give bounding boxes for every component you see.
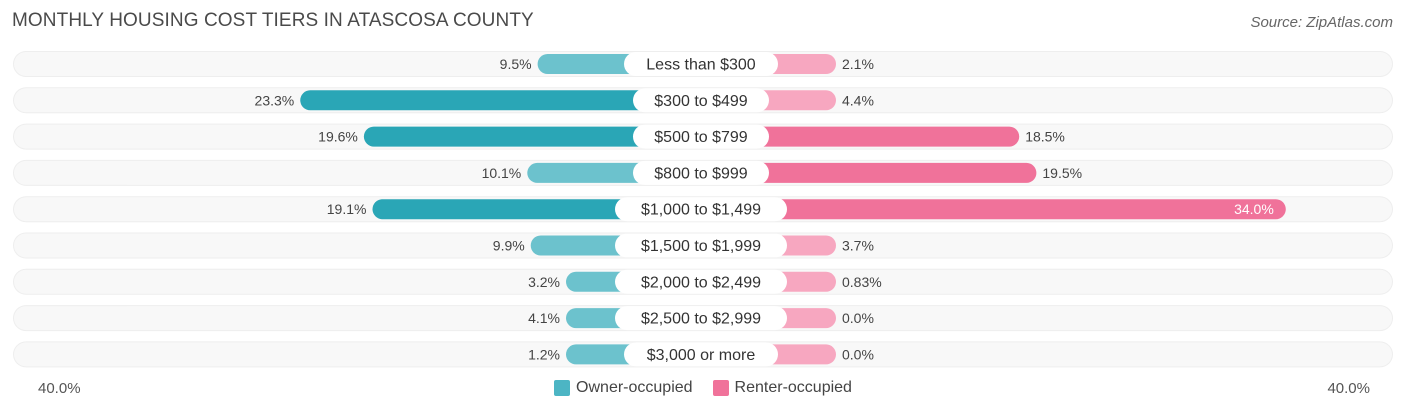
renter-value-label: 34.0% xyxy=(1234,201,1274,217)
legend-owner: Owner-occupied xyxy=(554,379,693,397)
category-label: $2,500 to $2,999 xyxy=(641,311,761,328)
owner-value-label: 23.3% xyxy=(255,92,295,108)
renter-bar xyxy=(701,126,1020,147)
renter-bar xyxy=(701,199,1286,220)
legend-owner-label: Owner-occupied xyxy=(576,379,693,396)
renter-bar xyxy=(701,162,1037,183)
category-pill xyxy=(633,88,769,113)
owner-value-label: 4.1% xyxy=(528,310,560,326)
category-pill xyxy=(633,124,769,149)
owner-value-label: 10.1% xyxy=(482,165,522,181)
category-pill xyxy=(624,52,778,76)
category-pill xyxy=(615,269,787,294)
category-pill xyxy=(624,342,778,367)
renter-value-label: 0.0% xyxy=(842,310,874,326)
category-pill xyxy=(615,233,787,258)
renter-value-label: 3.7% xyxy=(842,238,874,254)
renter-value-label: 19.5% xyxy=(1042,165,1082,181)
legend: Owner-occupied Renter-occupied xyxy=(0,379,1406,397)
axis-right-label: 40.0% xyxy=(1327,380,1370,397)
owner-value-label: 19.1% xyxy=(327,201,367,217)
legend-renter-swatch xyxy=(712,380,729,396)
category-label: $500 to $799 xyxy=(654,129,748,146)
owner-value-label: 19.6% xyxy=(318,129,358,145)
category-pill xyxy=(615,197,787,222)
owner-value-label: 9.9% xyxy=(493,238,525,254)
owner-value-label: 1.2% xyxy=(528,346,560,362)
renter-value-label: 4.4% xyxy=(842,92,874,108)
owner-value-label: 9.5% xyxy=(500,56,532,72)
chart-title: MONTHLY HOUSING COST TIERS IN ATASCOSA C… xyxy=(12,10,534,31)
category-pill xyxy=(633,160,769,185)
category-label: Less than $300 xyxy=(646,57,756,74)
legend-renter-label: Renter-occupied xyxy=(734,379,852,396)
owner-bar xyxy=(363,126,701,147)
category-pill xyxy=(615,306,787,331)
source-note: Source: ZipAtlas.com xyxy=(1250,14,1393,31)
category-label: $2,000 to $2,499 xyxy=(641,274,761,291)
category-label: $1,500 to $1,999 xyxy=(641,238,761,255)
owner-bar xyxy=(300,90,701,111)
legend-renter: Renter-occupied xyxy=(712,379,852,397)
renter-value-label: 0.83% xyxy=(842,274,882,290)
renter-value-label: 0.0% xyxy=(842,346,874,362)
category-label: $1,000 to $1,499 xyxy=(641,202,761,219)
owner-value-label: 3.2% xyxy=(528,274,560,290)
renter-value-label: 2.1% xyxy=(842,56,874,72)
category-label: $3,000 or more xyxy=(647,347,756,364)
legend-owner-swatch xyxy=(554,380,571,396)
renter-value-label: 18.5% xyxy=(1025,129,1065,145)
category-label: $800 to $999 xyxy=(654,165,748,182)
axis-left-label: 40.0% xyxy=(38,380,81,397)
category-label: $300 to $499 xyxy=(654,93,748,110)
